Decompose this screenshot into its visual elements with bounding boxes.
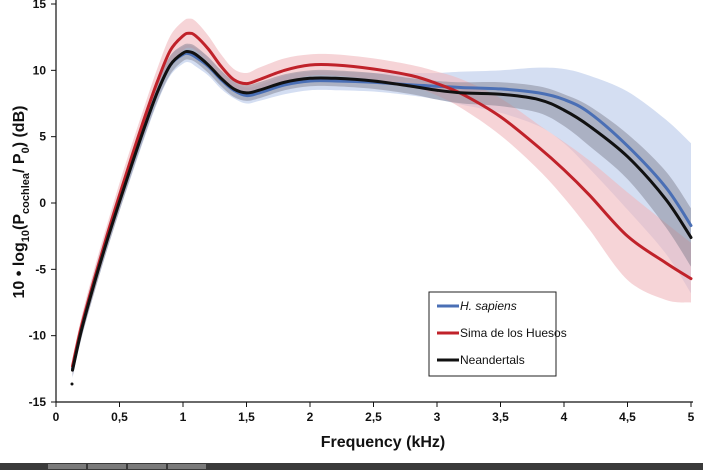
y-tick-label: 10 [33,63,47,77]
y-label-mid: (P [11,214,28,230]
x-tick-label: 3 [434,410,441,424]
taskbar-segment [88,464,126,469]
y-tick-label: -5 [35,262,46,276]
y-label-prefix: 10 • log [11,242,28,298]
y-label-suffix: ) (dB) [11,106,28,148]
x-tick-label: 5 [688,410,695,424]
series-line-sima-de-los-huesos [71,31,693,368]
y-axis-label: 10 • log10(Pcochlea/ P0) (dB) [11,106,32,299]
series-lines [71,31,693,372]
y-tick-label: -10 [29,329,47,343]
y-axis-ticks: -15 -10 -5 0 5 10 15 [29,0,56,409]
x-tick-label: 2,5 [365,410,382,424]
legend-label-h-sapiens: H. sapiens [460,299,517,313]
bottom-taskbar-strip [0,463,703,470]
x-tick-label: 1 [180,410,187,424]
x-tick-label: 0 [53,410,60,424]
x-tick-label: 1,5 [238,410,255,424]
y-label-sub-0: 0 [20,147,32,153]
confidence-bands [72,18,691,379]
taskbar-segment [48,464,86,469]
y-label-sub-10: 10 [20,230,32,242]
x-tick-label: 3,5 [492,410,509,424]
x-tick-label: 0,5 [111,410,128,424]
y-tick-label: -15 [29,395,47,409]
x-axis-label: Frequency (kHz) [321,434,445,451]
band-sima-de-los-huesos [72,18,691,375]
y-label-slash: / P [11,153,28,173]
stray-data-dot [70,382,74,386]
axes [55,0,693,403]
legend-label-sima-de-los-huesos: Sima de los Huesos [460,326,567,340]
y-tick-label: 15 [33,0,47,11]
taskbar-segment [128,464,166,469]
taskbar-segment [168,464,206,469]
legend-label-neandertals: Neandertals [460,353,525,367]
x-tick-label: 2 [307,410,314,424]
series-line-neandertals [71,50,693,372]
y-tick-label: 5 [39,130,46,144]
legend: H. sapiens Sima de los Huesos Neandertals [428,291,567,377]
y-label-sub-cochlea: cochlea [20,172,32,214]
x-axis-ticks: 0 0,5 1 1,5 2 2,5 3 3,5 4 4,5 5 [53,402,695,424]
y-tick-label: 0 [39,196,46,210]
x-tick-label: 4,5 [619,410,636,424]
x-tick-label: 4 [561,410,568,424]
